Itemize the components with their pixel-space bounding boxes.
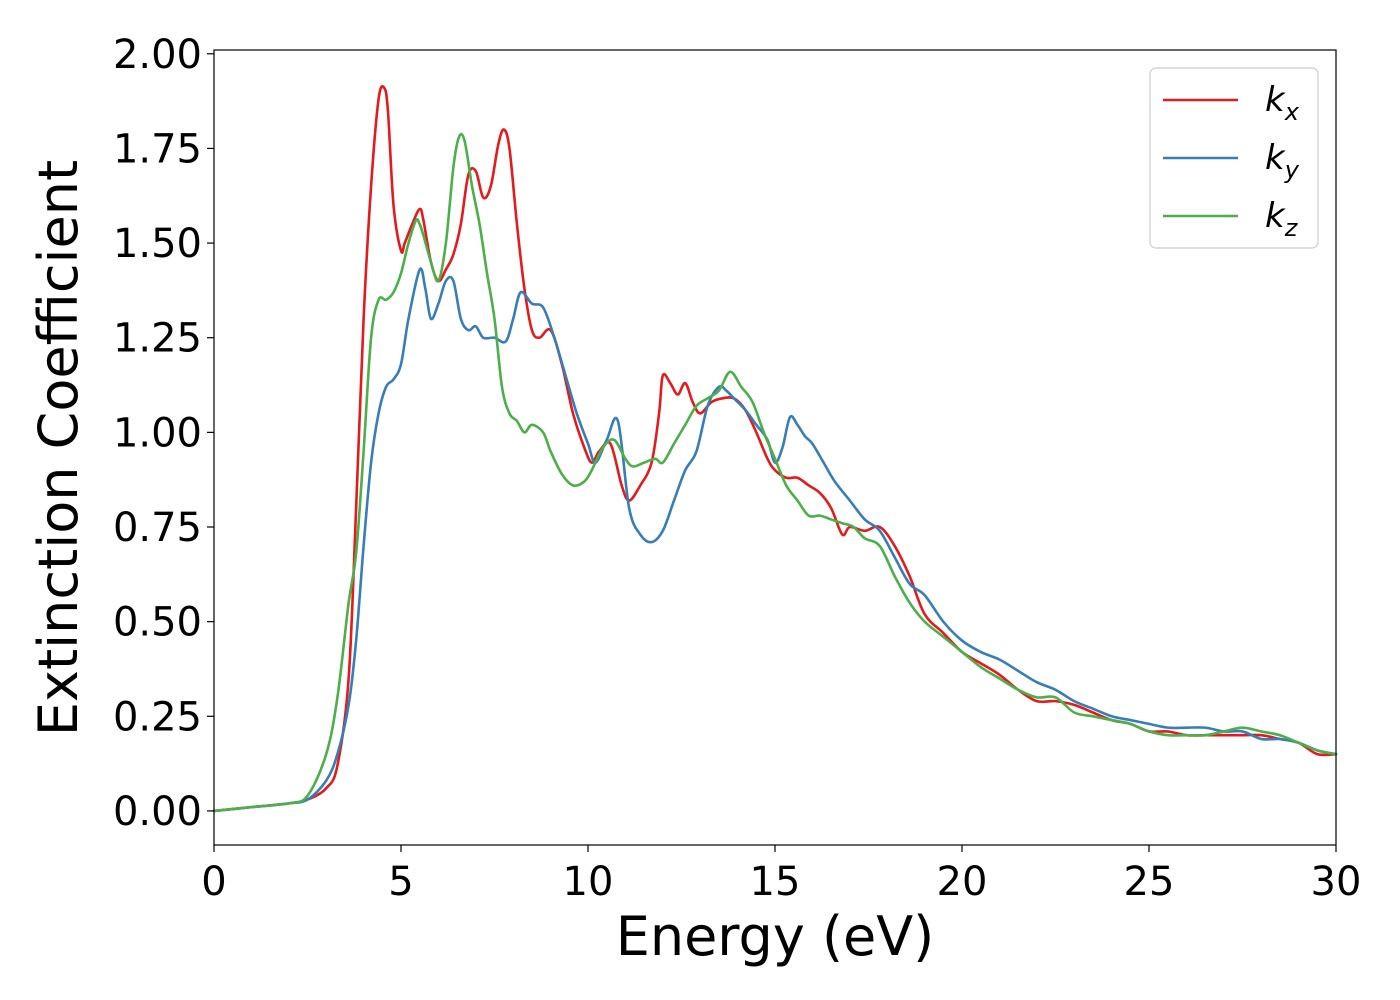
- y-tick-label: 0.25: [113, 694, 202, 740]
- x-axis-ticks: 0 5 10 15 20 25 30: [201, 845, 1361, 905]
- y-axis-ticks: 0.00 0.25 0.50 0.75 1.00 1.25 1.50 1.75 2.00: [113, 32, 214, 835]
- y-tick-label: 2.00: [113, 32, 202, 78]
- series-line-kx: [212, 84, 1338, 813]
- legend-entries: kx ky kz: [1163, 80, 1300, 242]
- legend-label-kz: kz: [1265, 196, 1299, 242]
- y-tick-label: 1.50: [113, 221, 202, 267]
- series-lines: [212, 84, 1338, 813]
- x-tick-label: 10: [563, 859, 614, 905]
- x-tick-label: 0: [201, 859, 226, 905]
- x-tick-label: 25: [1124, 859, 1175, 905]
- x-axis-label: Energy (eV): [616, 905, 935, 968]
- y-axis-label: Extinction Coefficient: [27, 160, 90, 736]
- y-tick-label: 0.75: [113, 505, 202, 551]
- y-tick-label: 0.00: [113, 789, 202, 835]
- y-tick-label: 1.75: [113, 126, 202, 172]
- y-tick-label: 1.00: [113, 410, 202, 456]
- x-tick-label: 5: [388, 859, 413, 905]
- legend: kx ky kz: [1149, 67, 1319, 249]
- legend-label-kx: kx: [1265, 80, 1300, 126]
- series-line-kz: [212, 132, 1338, 813]
- y-tick-label: 1.25: [113, 316, 202, 362]
- legend-label-ky: ky: [1265, 138, 1300, 184]
- x-tick-label: 15: [750, 859, 801, 905]
- x-tick-label: 30: [1311, 859, 1362, 905]
- series-line-ky: [212, 267, 1338, 813]
- y-tick-label: 0.50: [113, 600, 202, 646]
- x-tick-label: 20: [937, 859, 988, 905]
